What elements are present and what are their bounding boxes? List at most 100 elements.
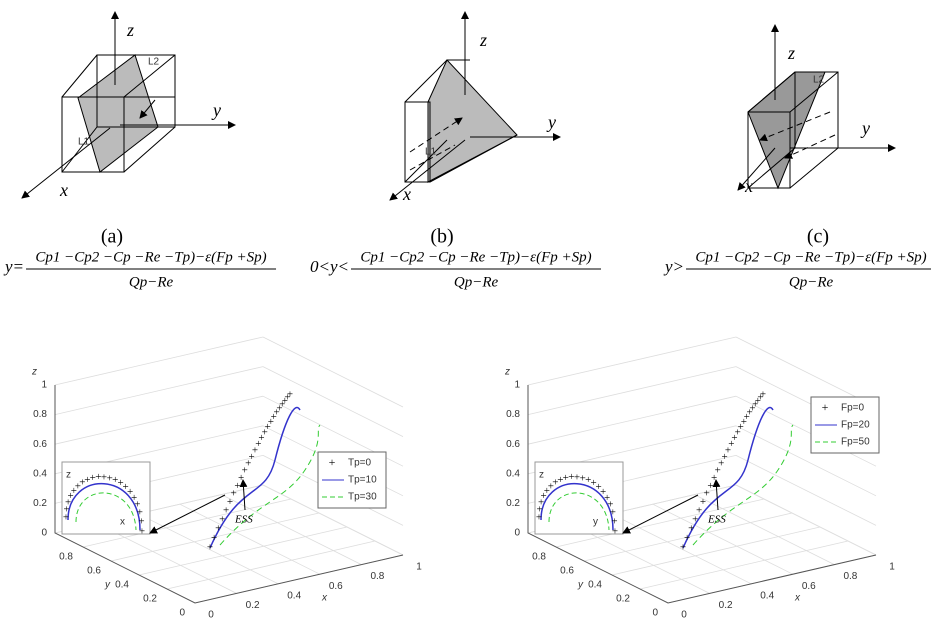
marker: +	[107, 472, 113, 484]
legend-label: Tp=0	[348, 458, 372, 469]
x-tick-label: 1	[889, 562, 895, 573]
curve	[540, 483, 614, 531]
grid-line	[611, 526, 821, 576]
marker: +	[252, 444, 258, 456]
inset-label: x	[120, 517, 125, 528]
marker: +	[134, 499, 140, 511]
line-label: L1	[425, 147, 437, 158]
marker: +	[557, 474, 563, 486]
formula-lhs: y=	[3, 257, 24, 276]
y-tick-label: 0.2	[143, 594, 157, 605]
marker: +	[90, 472, 96, 484]
marker: +	[282, 395, 288, 407]
marker: +	[610, 507, 616, 519]
marker: +	[749, 403, 755, 415]
cube-a	[21, 11, 236, 199]
marker: +	[704, 488, 710, 500]
marker: +	[568, 471, 574, 483]
marker: +	[63, 512, 69, 524]
x-tick-label: 0.8	[843, 571, 857, 582]
grid-line	[735, 484, 877, 556]
axis-label: y	[104, 580, 111, 591]
grid-line	[54, 366, 264, 415]
marker: +	[600, 486, 606, 498]
x-tick-label: 0.4	[760, 590, 774, 601]
grid-line	[735, 395, 877, 467]
marker: +	[71, 485, 77, 497]
marker: +	[75, 480, 81, 492]
z-tick-label: 0.8	[33, 409, 47, 420]
formula-numerator: Cp1 −Cp2 −Cp −Re −Tp)−ε(Fp +Sp)	[360, 249, 591, 265]
axis-label: z	[787, 43, 795, 63]
marker: +	[262, 426, 268, 438]
marker: +	[735, 426, 741, 438]
legend-label: Fp=0	[841, 403, 865, 414]
marker: +	[688, 522, 694, 534]
marker: +	[684, 532, 690, 544]
line-label: L1	[78, 137, 90, 148]
marker: +	[249, 451, 255, 463]
legend-label: Tp=10	[348, 475, 377, 486]
axis-label: z	[31, 367, 37, 378]
formula-denominator: Qp−Re	[129, 274, 174, 290]
marker: +	[612, 526, 618, 538]
curve	[692, 424, 794, 546]
marker: +	[238, 472, 244, 484]
marker: +	[127, 486, 133, 498]
marker: +	[707, 480, 713, 492]
marker: +	[242, 465, 248, 477]
marker: +	[271, 411, 277, 423]
axis-label: y	[860, 118, 870, 138]
marker: +	[536, 504, 542, 516]
y-tick-label: 0.2	[616, 594, 630, 605]
marker: +	[279, 399, 285, 411]
marker: +	[137, 507, 143, 519]
formula-lhs: y>	[663, 257, 684, 276]
x-tick-label: 0.4	[287, 590, 301, 601]
plot-3d: 0 0.2 0.4 0.6 0.8 1 0 0.2 0.4 0.6 0.8 0 0.2 0.4 0.6 0.8…	[31, 336, 422, 621]
marker: +	[718, 458, 724, 470]
marker: +	[138, 516, 144, 528]
formula-denominator: Qp−Re	[454, 274, 499, 290]
marker: +	[139, 526, 145, 538]
formula-numerator: Cp1 −Cp2 −Cp −Re −Tp)−ε(Fp +Sp)	[35, 249, 266, 265]
marker: +	[84, 474, 90, 486]
formula-denominator: Qp−Re	[789, 274, 834, 290]
axis-label: y	[211, 100, 221, 120]
grid-line	[611, 513, 752, 585]
grid-line	[527, 395, 737, 445]
marker: +	[563, 472, 569, 484]
panel-label: (b)	[430, 226, 453, 248]
marker: +	[131, 492, 137, 504]
grid-line	[54, 395, 264, 445]
marker: +	[112, 474, 118, 486]
grid-line	[652, 503, 793, 575]
arrow	[712, 479, 721, 511]
curve	[67, 483, 141, 531]
axis-label: x	[402, 184, 411, 204]
x-tick-label: 0.2	[246, 600, 260, 611]
marker: +	[700, 496, 706, 508]
marker: +	[95, 471, 101, 483]
marker: +	[276, 403, 282, 415]
grid-line	[694, 494, 835, 565]
marker: +	[738, 421, 744, 433]
marker: +	[268, 416, 274, 428]
cube-b	[389, 11, 561, 201]
z-tick-label: 0	[514, 528, 520, 539]
curve	[219, 424, 321, 546]
marker: +	[245, 458, 251, 470]
z-tick-label: 1	[514, 380, 520, 391]
annotation: ESS	[234, 514, 253, 526]
marker: +	[760, 389, 766, 401]
cube-c	[737, 24, 896, 191]
legend-marker: +	[329, 455, 336, 469]
marker: +	[265, 421, 271, 433]
marker: +	[757, 392, 763, 404]
marker: +	[595, 481, 601, 493]
formula-lhs: 0<y<	[310, 257, 349, 276]
marker: +	[741, 416, 747, 428]
marker: +	[607, 499, 613, 511]
grid-line	[527, 336, 737, 386]
